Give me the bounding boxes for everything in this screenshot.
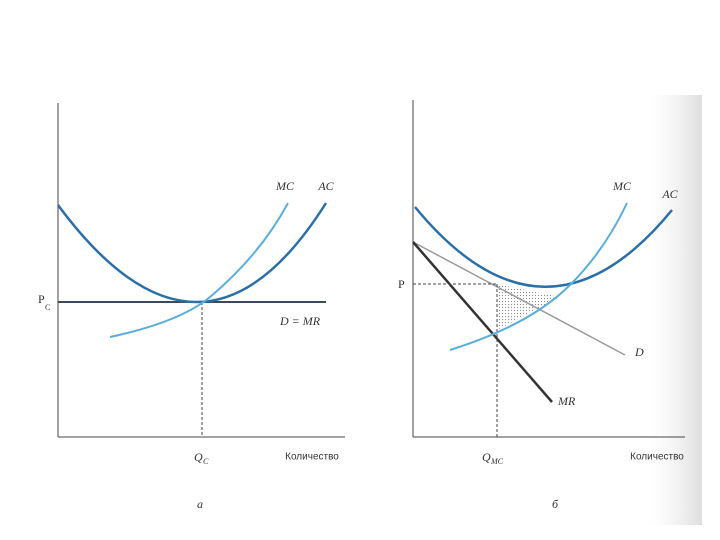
demand-label: D = MR: [279, 314, 321, 328]
ac-label: AC: [317, 179, 334, 193]
price-sub: C: [45, 303, 50, 312]
demand-line: [412, 241, 626, 356]
quantity-label: Q: [482, 450, 491, 464]
mr-line: [412, 241, 553, 403]
caption: б: [552, 497, 559, 511]
price-label: P: [38, 292, 45, 306]
mc-curve: [449, 202, 628, 351]
panel-a: MC AC P C D = MR Q C Количество а: [38, 103, 345, 511]
scan-shadow: [640, 95, 702, 525]
mc-label: MC: [612, 179, 632, 193]
ac-curve: [56, 202, 328, 304]
mr-label: MR: [557, 394, 576, 408]
ac-label: AC: [661, 187, 678, 201]
x-axis-label: Количество: [285, 452, 339, 463]
caption: а: [197, 497, 203, 511]
demand-label: D: [634, 345, 644, 359]
x-axis-label: Количество: [630, 452, 684, 463]
price-label: P: [398, 277, 405, 291]
ac-curve: [414, 206, 673, 288]
mc-label: MC: [275, 179, 295, 193]
panel-b: MC AC P D MR Q MC Количество б: [398, 100, 685, 511]
deadweight-area: [497, 284, 560, 330]
quantity-label: Q: [194, 450, 203, 464]
mc-curve: [109, 202, 289, 338]
quantity-sub: MC: [490, 457, 504, 466]
quantity-sub: C: [203, 457, 209, 466]
